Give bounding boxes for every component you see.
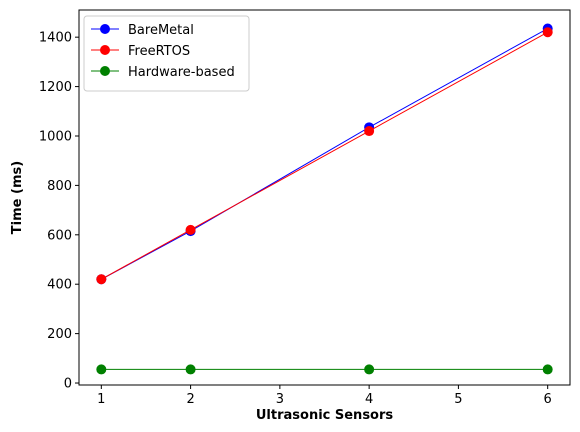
legend-label: Hardware-based bbox=[128, 65, 235, 80]
legend-marker bbox=[100, 66, 110, 76]
y-tick-label: 1000 bbox=[39, 129, 72, 144]
x-tick-label: 3 bbox=[276, 392, 284, 407]
legend-marker bbox=[100, 45, 110, 55]
y-tick-label: 1400 bbox=[39, 31, 72, 46]
x-tick-label: 2 bbox=[186, 392, 194, 407]
series-line bbox=[101, 28, 548, 280]
y-axis-label: Time (ms) bbox=[10, 161, 25, 234]
data-point bbox=[185, 224, 196, 235]
y-tick-label: 400 bbox=[47, 278, 72, 293]
x-tick-label: 4 bbox=[365, 392, 373, 407]
y-tick-label: 600 bbox=[47, 228, 72, 243]
plot-frame bbox=[78, 9, 571, 386]
data-point bbox=[542, 27, 553, 38]
legend-label: FreeRTOS bbox=[128, 44, 190, 59]
series-freertos bbox=[96, 27, 553, 285]
legend: BareMetal FreeRTOS Hardware-based bbox=[83, 15, 250, 92]
legend-item: Hardware-based bbox=[91, 65, 235, 80]
y-axis-ticks: 0 200 400 600 800 1000 1200 1400 bbox=[39, 31, 79, 392]
data-point bbox=[364, 126, 375, 137]
x-tick-label: 6 bbox=[544, 392, 552, 407]
legend-label: BareMetal bbox=[128, 23, 194, 38]
legend-marker bbox=[100, 24, 110, 34]
data-point bbox=[542, 364, 553, 375]
data-point bbox=[96, 274, 107, 285]
x-tick-label: 1 bbox=[97, 392, 105, 407]
y-tick-label: 200 bbox=[47, 327, 72, 342]
plot-series bbox=[96, 23, 553, 375]
series-hardware-based bbox=[96, 364, 553, 375]
y-tick-label: 0 bbox=[64, 377, 72, 392]
legend-item: BareMetal bbox=[91, 23, 194, 38]
y-tick-label: 1200 bbox=[39, 80, 72, 95]
x-axis-label: Ultrasonic Sensors bbox=[256, 408, 394, 423]
y-tick-label: 800 bbox=[47, 179, 72, 194]
x-axis-ticks: 1 2 3 4 5 6 bbox=[97, 385, 552, 407]
series-line bbox=[101, 31, 548, 280]
data-point bbox=[96, 364, 107, 375]
legend-box bbox=[83, 15, 250, 92]
x-tick-label: 5 bbox=[454, 392, 462, 407]
data-point bbox=[364, 364, 375, 375]
legend-item: FreeRTOS bbox=[91, 44, 190, 59]
data-point bbox=[185, 364, 196, 375]
